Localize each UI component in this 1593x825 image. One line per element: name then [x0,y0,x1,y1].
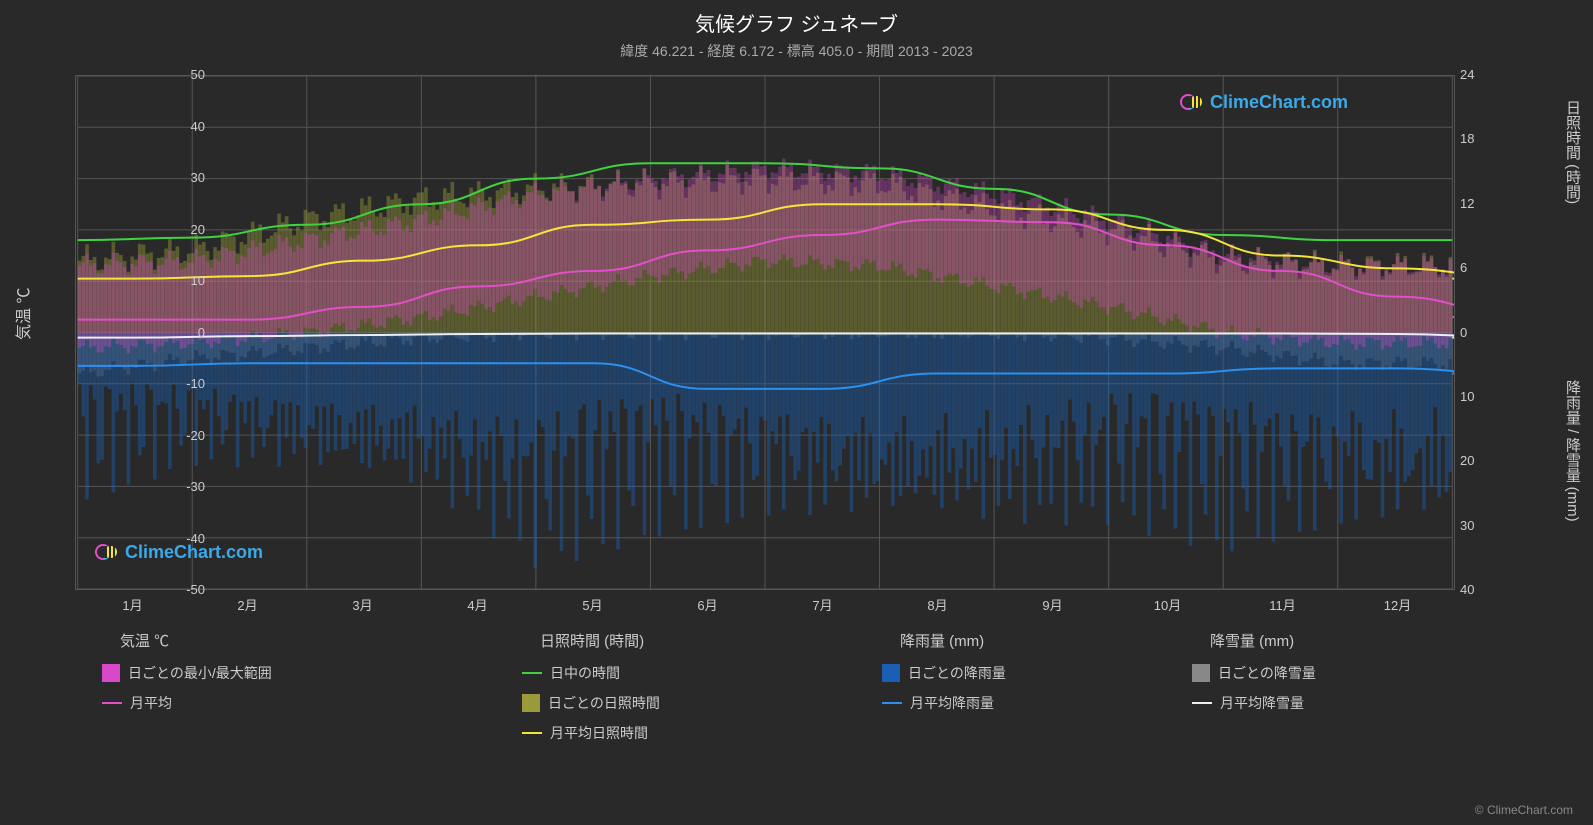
legend-label: 日ごとの最小/最大範囲 [128,663,272,683]
x-tick-month: 3月 [352,595,372,614]
watermark-text: ClimeChart.com [1210,92,1348,113]
legend-swatch [522,732,542,734]
legend-item: 月平均 [102,693,272,713]
legend-item: 月平均降雨量 [882,693,1006,713]
logo-icon [1180,90,1204,114]
legend-label: 月平均降雪量 [1220,693,1304,713]
watermark: ClimeChart.com [95,540,263,564]
y-tick-left: 50 [75,67,205,82]
y-tick-left: 20 [75,222,205,237]
y-axis-left-label: 気温 ℃ [10,288,34,340]
x-tick-month: 9月 [1042,595,1062,614]
y-tick-right: 40 [1460,582,1474,597]
legend-label: 月平均 [130,693,172,713]
x-tick-month: 4月 [467,595,487,614]
legend-item: 月平均降雪量 [1192,693,1316,713]
y-tick-left: 10 [75,273,205,288]
legend-label: 月平均日照時間 [550,723,648,743]
y-tick-right: 0 [1460,325,1467,340]
plot-area [75,75,1455,590]
legend-section: 気温 ℃ 日ごとの最小/最大範囲月平均 [90,630,272,723]
legend-title: 気温 ℃ [120,630,272,651]
legend-item: 日ごとの降雪量 [1192,663,1316,683]
x-tick-month: 5月 [582,595,602,614]
legend-swatch [522,694,540,712]
legend-item: 日中の時間 [522,663,660,683]
legend-item: 日ごとの最小/最大範囲 [102,663,272,683]
watermark: ClimeChart.com [1180,90,1348,114]
legend-section: 日照時間 (時間) 日中の時間日ごとの日照時間月平均日照時間 [510,630,660,753]
x-tick-month: 12月 [1384,595,1411,614]
legend-swatch [882,702,902,704]
legend-swatch [522,672,542,674]
y-tick-left: -20 [75,428,205,443]
x-tick-month: 7月 [812,595,832,614]
x-tick-month: 10月 [1154,595,1181,614]
legend-label: 日ごとの降雪量 [1218,663,1316,683]
y-tick-left: -10 [75,376,205,391]
y-tick-left: 40 [75,119,205,134]
legend-swatch [102,702,122,704]
legend-swatch [1192,664,1210,682]
legend-title: 降雨量 (mm) [900,630,1006,651]
y-tick-right: 18 [1460,131,1474,146]
legend-label: 月平均降雨量 [910,693,994,713]
legend-swatch [1192,702,1212,704]
legend-title: 日照時間 (時間) [540,630,660,651]
y-tick-right: 20 [1460,453,1474,468]
plot-svg [76,76,1454,589]
x-tick-month: 6月 [697,595,717,614]
x-tick-month: 1月 [122,595,142,614]
legend-swatch [882,664,900,682]
x-tick-month: 11月 [1269,595,1296,614]
legend-swatch [102,664,120,682]
x-tick-month: 2月 [237,595,257,614]
y-axis-right-label-1: 日照時間 (時間) [1562,100,1583,204]
legend-item: 日ごとの降雨量 [882,663,1006,683]
chart-subtitle: 緯度 46.221 - 経度 6.172 - 標高 405.0 - 期間 201… [0,37,1593,61]
y-tick-right: 12 [1460,196,1474,211]
logo-icon [95,540,119,564]
y-tick-left: 30 [75,170,205,185]
y-tick-right: 30 [1460,518,1474,533]
y-tick-right: 6 [1460,260,1467,275]
legend-item: 月平均日照時間 [522,723,660,743]
chart-title: 気候グラフ ジュネーブ [0,0,1593,37]
footer-credit: © ClimeChart.com [1475,803,1573,817]
y-tick-right: 10 [1460,389,1474,404]
y-tick-left: -30 [75,479,205,494]
legend-label: 日ごとの日照時間 [548,693,660,713]
legend-title: 降雪量 (mm) [1210,630,1316,651]
y-tick-right: 24 [1460,67,1474,82]
legend-section: 降雪量 (mm) 日ごとの降雪量月平均降雪量 [1180,630,1316,723]
x-tick-month: 8月 [927,595,947,614]
y-tick-left: 0 [75,325,205,340]
legend-label: 日中の時間 [550,663,620,683]
watermark-text: ClimeChart.com [125,542,263,563]
legend-item: 日ごとの日照時間 [522,693,660,713]
legend-label: 日ごとの降雨量 [908,663,1006,683]
y-axis-right-label-2: 降雨量 / 降雪量 (mm) [1562,380,1583,522]
legend-section: 降雨量 (mm) 日ごとの降雨量月平均降雨量 [870,630,1006,723]
